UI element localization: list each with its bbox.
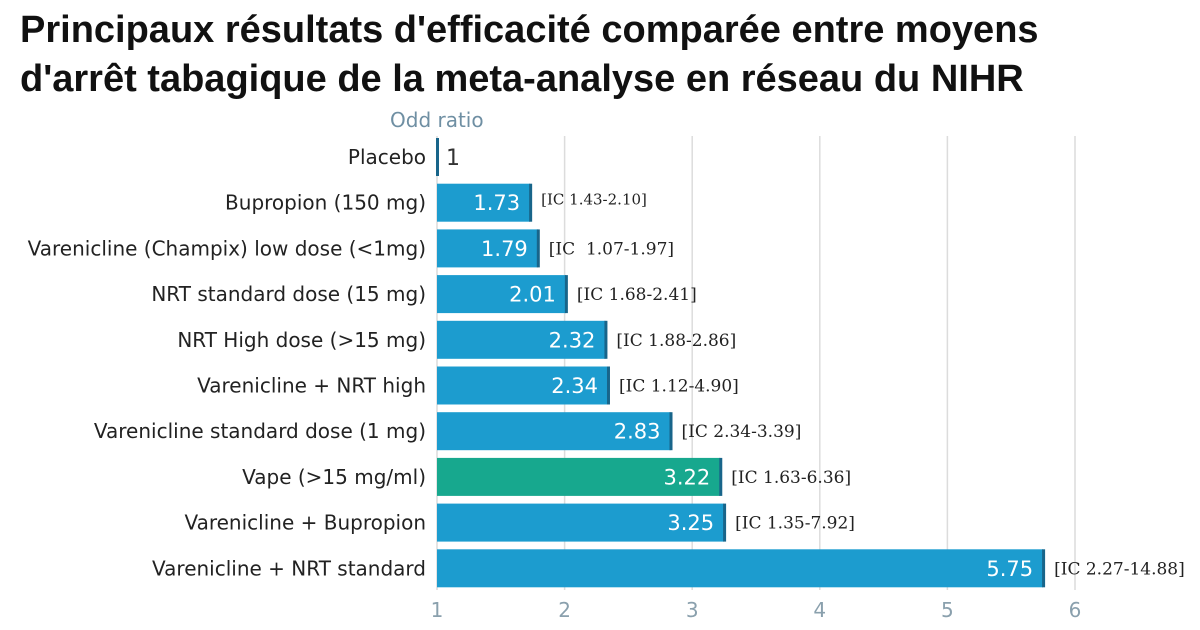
value-label: 2.83 [614, 420, 661, 444]
chart-title-line-2: d'arrêt tabagique de la meta-analyse en … [20, 58, 1024, 100]
ci-label: [IC 1.07-1.97] [549, 239, 674, 259]
value-label: 2.01 [509, 283, 556, 307]
x-tick-label: 4 [813, 598, 826, 622]
chart-title: Principaux résultats d'efficacité compar… [20, 6, 1190, 104]
category-label: NRT standard dose (15 mg) [151, 282, 426, 306]
value-label: 3.22 [664, 465, 711, 489]
bar [437, 412, 671, 451]
bar-end-marker [436, 138, 439, 176]
ci-label: [IC 2.34-3.39] [682, 422, 802, 442]
bar [437, 275, 566, 314]
bar-end-marker [723, 503, 727, 542]
bar-end-marker [529, 183, 533, 222]
bar-end-marker [604, 320, 608, 359]
ci-label: [IC 1.63-6.36] [731, 468, 851, 488]
category-label: Varenicline + NRT high [197, 374, 426, 398]
x-tick-label: 2 [558, 598, 571, 622]
category-label: Placebo [348, 145, 426, 169]
category-label: Varenicline standard dose (1 mg) [94, 419, 426, 443]
x-tick-label: 6 [1069, 598, 1082, 622]
bar [437, 503, 725, 542]
bar [437, 183, 531, 222]
category-label: Bupropion (150 mg) [225, 191, 426, 215]
bar-end-marker [1042, 549, 1046, 588]
category-label: Varenicline (Champix) low dose (<1mg) [28, 236, 426, 260]
category-label: NRT High dose (>15 mg) [177, 328, 426, 352]
category-label: Varenicline + Bupropion [184, 511, 426, 535]
value-label: 2.34 [551, 374, 598, 398]
x-tick-label: 5 [941, 598, 954, 622]
bar [437, 457, 721, 496]
value-label: 1 [446, 146, 460, 171]
chart-title-line-1: Principaux résultats d'efficacité compar… [20, 9, 1039, 51]
ci-label: [IC 1.88-2.86] [616, 331, 736, 351]
bar-end-marker [536, 229, 540, 268]
bar-end-marker [669, 412, 673, 451]
bar [437, 366, 608, 405]
value-label: 3.25 [667, 511, 714, 535]
ci-label: [IC 1.35-7.92] [735, 514, 855, 534]
x-tick-label: 1 [431, 598, 444, 622]
bar [437, 549, 1044, 588]
bar-end-marker [606, 366, 610, 405]
value-label: 1.73 [473, 191, 520, 215]
category-label: Varenicline + NRT standard [152, 556, 426, 580]
ci-label: [IC 1.12-4.90] [619, 377, 739, 397]
axis-label: Odd ratio [390, 108, 484, 132]
category-label: Vape (>15 mg/ml) [242, 465, 426, 489]
value-label: 5.75 [986, 557, 1033, 581]
bar [437, 229, 538, 268]
ci-label: [IC 1.43-2.10] [541, 191, 647, 209]
value-label: 2.32 [549, 328, 596, 352]
ci-label: [IC 2.27-14.88] [1054, 559, 1185, 579]
bar-end-marker [564, 275, 568, 314]
value-label: 1.79 [481, 237, 528, 261]
bar [437, 320, 606, 359]
bar-end-marker [719, 457, 723, 496]
ci-label: [IC 1.68-2.41] [577, 285, 697, 305]
x-tick-label: 3 [686, 598, 699, 622]
